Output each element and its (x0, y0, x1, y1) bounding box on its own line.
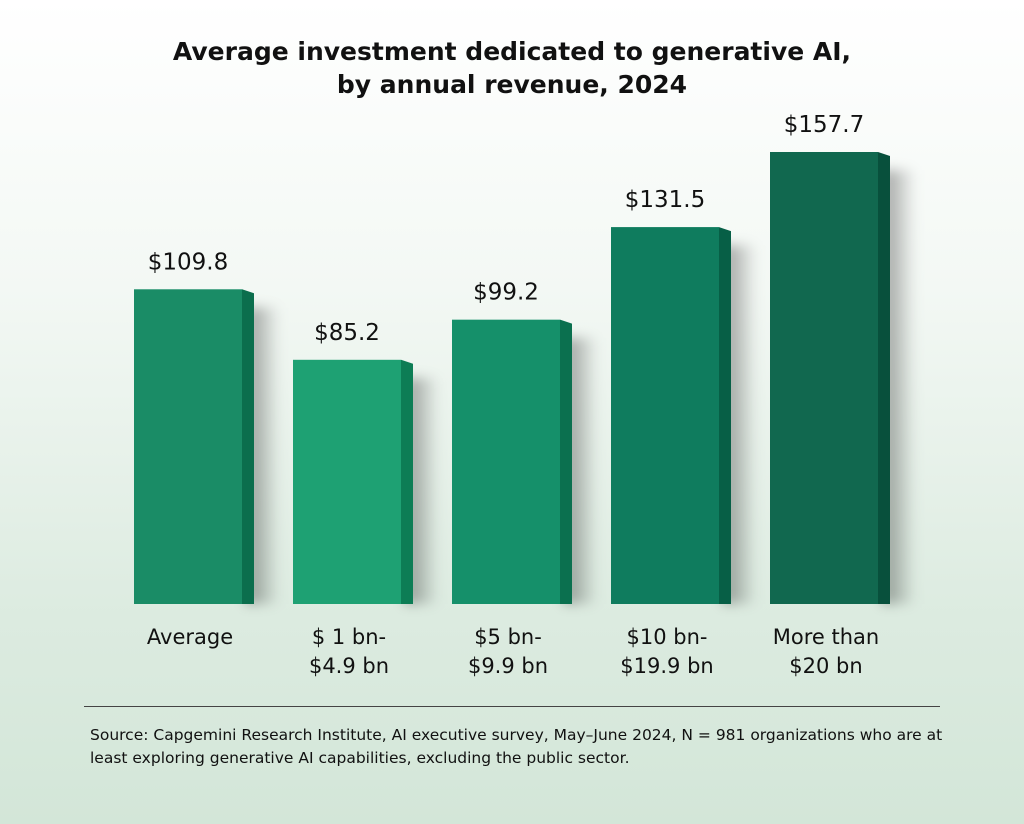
bar-side (242, 289, 254, 604)
category-label: $20 bn (789, 654, 862, 678)
bar-side (878, 152, 890, 604)
category-label: $19.9 bn (620, 654, 713, 678)
category-label: $4.9 bn (309, 654, 389, 678)
data-label: $109.8 (148, 249, 228, 275)
category-label: $ 1 bn- (312, 625, 386, 649)
bar-side (401, 359, 413, 604)
chart-title-line-1: Average investment dedicated to generati… (173, 37, 851, 66)
category-label: Average (147, 625, 233, 649)
bar (452, 319, 560, 604)
chart-title-line-2: by annual revenue, 2024 (337, 70, 687, 99)
bar (770, 152, 878, 604)
bar-side (719, 227, 731, 604)
category-label: More than (773, 625, 879, 649)
data-label: $157.7 (784, 112, 864, 138)
category-label: $10 bn- (627, 625, 708, 649)
bar-chart: Average investment dedicated to generati… (134, 37, 916, 678)
bar (611, 227, 719, 604)
bar (134, 289, 242, 604)
source-note: Source: Capgemini Research Institute, AI… (90, 726, 943, 767)
data-label: $131.5 (625, 187, 705, 213)
data-label: $85.2 (314, 320, 380, 346)
bar-side (560, 319, 572, 604)
category-label: $9.9 bn (468, 654, 548, 678)
bars-group: $109.8 Average $85.2 $ 1 bn- $4.9 bn $99.2 $5 … (134, 112, 916, 678)
bar (293, 359, 401, 604)
divider (84, 706, 940, 707)
category-label: $5 bn- (474, 625, 542, 649)
data-label: $99.2 (473, 280, 539, 306)
